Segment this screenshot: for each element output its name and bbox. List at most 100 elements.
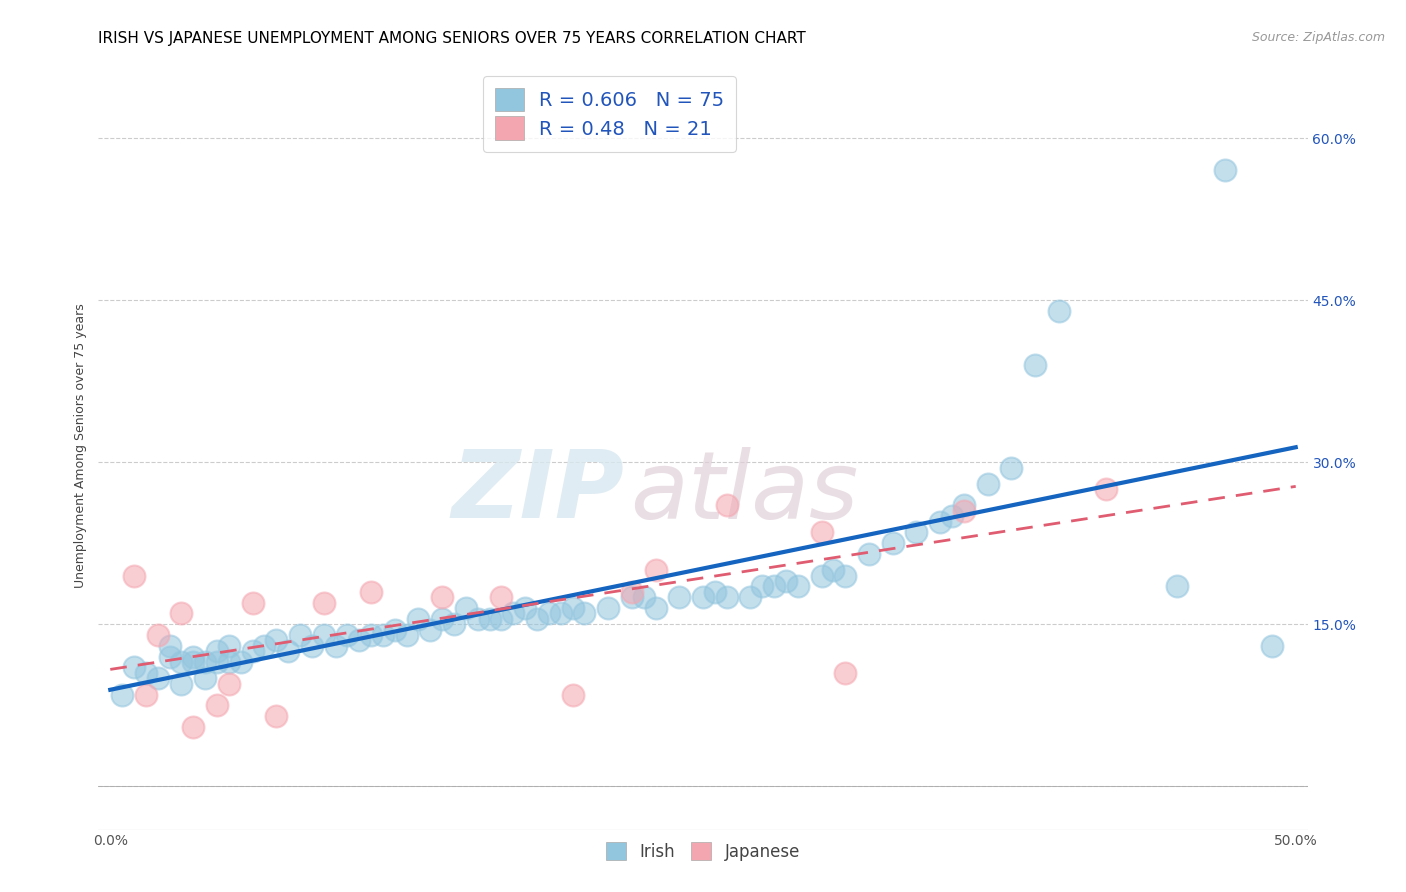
Point (454, 601, 477, 615)
Point (1166, 579, 1188, 593)
Point (218, 676, 240, 690)
Point (218, 655, 240, 669)
Point (159, 649, 181, 664)
Point (325, 639, 347, 653)
Point (312, 628, 335, 642)
Point (905, 525, 928, 540)
Point (810, 525, 832, 540)
Point (1000, 460, 1022, 475)
Point (491, 612, 513, 626)
Point (526, 612, 548, 626)
Text: Source: ZipAtlas.com: Source: ZipAtlas.com (1251, 31, 1385, 45)
Point (312, 596, 335, 610)
Point (1024, 358, 1046, 372)
Point (205, 655, 228, 669)
Point (716, 499, 738, 513)
Point (561, 688, 583, 702)
Point (952, 504, 974, 518)
Point (135, 665, 157, 680)
Point (242, 644, 264, 658)
Point (301, 639, 323, 653)
Point (515, 601, 537, 615)
Point (135, 688, 157, 702)
Point (194, 671, 217, 685)
Point (810, 568, 832, 582)
Point (882, 536, 904, 550)
Point (277, 644, 299, 658)
Point (181, 649, 204, 664)
Point (181, 655, 204, 669)
Point (432, 591, 454, 605)
Point (633, 591, 655, 605)
Point (491, 591, 513, 605)
Point (644, 563, 666, 577)
Point (360, 585, 382, 599)
Point (1213, 163, 1236, 178)
Point (122, 568, 145, 582)
Point (786, 579, 808, 593)
Point (976, 476, 998, 491)
Point (644, 601, 666, 615)
Point (834, 665, 856, 680)
Point (620, 591, 643, 605)
Point (763, 579, 786, 593)
Point (550, 607, 572, 621)
Point (360, 628, 382, 642)
Point (775, 574, 797, 588)
Point (205, 698, 228, 713)
Legend: Irish, Japanese: Irish, Japanese (599, 836, 807, 867)
Text: IRISH VS JAPANESE UNEMPLOYMENT AMONG SENIORS OVER 75 YEARS CORRELATION CHART: IRISH VS JAPANESE UNEMPLOYMENT AMONG SEN… (98, 31, 806, 46)
Point (823, 563, 845, 577)
Point (264, 633, 287, 648)
Point (537, 607, 560, 621)
Point (668, 591, 690, 605)
Point (502, 607, 524, 621)
Point (170, 607, 193, 621)
Point (218, 639, 240, 653)
Point (181, 720, 204, 734)
Point (288, 628, 311, 642)
Text: atlas: atlas (630, 447, 859, 538)
Point (952, 499, 974, 513)
Point (122, 660, 145, 674)
Point (111, 688, 134, 702)
Point (170, 655, 193, 669)
Point (478, 612, 501, 626)
Point (229, 655, 252, 669)
Point (1095, 482, 1118, 496)
Point (419, 623, 441, 637)
Text: ZIP: ZIP (451, 446, 624, 538)
Point (1261, 639, 1284, 653)
Y-axis label: Unemployment Among Seniors over 75 years: Unemployment Among Seniors over 75 years (75, 303, 87, 589)
Point (242, 596, 264, 610)
Point (443, 617, 465, 632)
Point (170, 676, 193, 690)
Point (716, 591, 738, 605)
Point (264, 709, 287, 723)
Point (146, 628, 169, 642)
Point (336, 628, 359, 642)
Point (620, 585, 643, 599)
Point (692, 591, 714, 605)
Point (146, 671, 169, 685)
Point (371, 628, 394, 642)
Point (467, 612, 489, 626)
Point (574, 607, 596, 621)
Point (408, 612, 430, 626)
Point (205, 644, 228, 658)
Point (929, 515, 952, 529)
Point (432, 612, 454, 626)
Point (703, 585, 725, 599)
Point (253, 639, 276, 653)
Point (834, 568, 856, 582)
Point (347, 633, 370, 648)
Point (1047, 304, 1070, 318)
Point (159, 639, 181, 653)
Point (194, 655, 217, 669)
Point (751, 579, 773, 593)
Point (395, 628, 418, 642)
Point (941, 509, 963, 524)
Point (561, 601, 583, 615)
Point (384, 623, 406, 637)
Point (858, 547, 880, 561)
